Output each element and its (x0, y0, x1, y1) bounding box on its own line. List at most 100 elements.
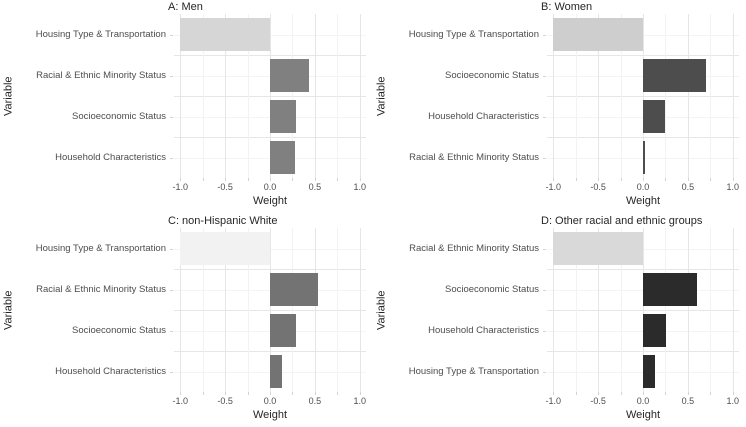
gridline-vertical (553, 228, 555, 392)
gridline-vertical (247, 14, 249, 178)
gridline-vertical (620, 228, 622, 392)
gridline-vertical (643, 14, 644, 178)
gridline-vertical (687, 228, 689, 392)
gridline-vertical (732, 228, 734, 392)
x-tick-label: -1.0 (545, 396, 562, 406)
gridline-vertical (687, 14, 689, 178)
x-tick-label: 1.0 (353, 396, 366, 406)
y-axis-tick (543, 157, 546, 159)
panel-c-non-hispanic-white: C: non-Hispanic White Variable Weight Ho… (0, 214, 373, 427)
y-axis-tick (543, 34, 546, 36)
x-axis-tick (687, 178, 689, 181)
x-tick-label: 1.0 (726, 182, 739, 192)
x-axis-tick (247, 178, 249, 181)
x-axis-tick (270, 178, 271, 181)
x-axis-tick (359, 178, 361, 181)
x-axis-tick (314, 392, 316, 395)
x-axis-tick (180, 392, 182, 395)
x-axis-title: Weight (625, 195, 661, 207)
x-tick-label: 0.0 (263, 182, 277, 192)
x-tick-label: 0.5 (308, 396, 322, 406)
gridline-vertical (665, 228, 667, 392)
category-label: Housing Type & Transportation (35, 28, 166, 40)
category-label: Socioeconomic Status (445, 69, 539, 81)
y-axis-tick (543, 75, 546, 77)
category-label: Household Characteristics (428, 110, 539, 122)
gridline-vertical (359, 228, 361, 392)
gridline-vertical (575, 14, 577, 178)
y-axis-tick (543, 330, 546, 332)
x-tick-label: -0.5 (590, 182, 606, 192)
gridline-vertical (643, 228, 644, 392)
panel-title: A: Men (168, 1, 203, 13)
gridline-vertical (710, 228, 712, 392)
x-axis-tick (270, 392, 271, 395)
gridline-vertical (359, 14, 361, 178)
x-axis-tick (598, 178, 600, 181)
category-label: Racial & Ethnic Minority Status (36, 283, 166, 295)
category-label: Housing Type & Transportation (408, 28, 539, 40)
x-tick-label: -1.0 (172, 182, 189, 192)
category-label: Household Characteristics (55, 365, 166, 377)
x-tick-label: -0.5 (590, 396, 606, 406)
x-tick-label: 0.0 (636, 396, 650, 406)
x-axis-tick (202, 392, 204, 395)
bar (270, 100, 297, 133)
bar (643, 314, 667, 347)
category-label: Racial & Ethnic Minority Status (36, 69, 166, 81)
bar (270, 355, 282, 388)
y-axis-tick (543, 289, 546, 291)
y-axis-tick (170, 75, 173, 77)
gridline-vertical (270, 14, 271, 178)
y-axis-tick (170, 157, 173, 159)
x-axis-tick (225, 178, 227, 181)
x-axis-tick (225, 392, 227, 395)
bar (270, 314, 297, 347)
gridline-vertical (620, 14, 622, 178)
x-axis-tick (643, 178, 644, 181)
x-axis-tick (314, 178, 316, 181)
category-label: Racial & Ethnic Minority Status (409, 151, 539, 163)
gridline-vertical (665, 14, 667, 178)
gridline-vertical (598, 228, 600, 392)
x-axis-tick (359, 392, 361, 395)
plot-area (174, 228, 366, 392)
x-tick-label: 0.5 (308, 182, 322, 192)
bar (643, 141, 645, 174)
x-tick-label: -0.5 (217, 396, 233, 406)
x-axis-tick (575, 178, 577, 181)
y-axis-tick (543, 248, 546, 250)
gridline-vertical (732, 14, 734, 178)
x-tick-label: 0.5 (681, 182, 695, 192)
gridline-vertical (292, 228, 294, 392)
plot-area (547, 14, 739, 178)
x-tick-label: 0.0 (263, 396, 277, 406)
x-tick-label: 0.5 (681, 396, 695, 406)
x-axis-tick (620, 392, 622, 395)
category-label: Socioeconomic Status (72, 110, 166, 122)
x-axis-tick (710, 392, 712, 395)
bar (553, 18, 643, 51)
x-axis-tick (598, 392, 600, 395)
gridline-vertical (180, 14, 182, 178)
x-axis-tick (620, 178, 622, 181)
category-label: Housing Type & Transportation (408, 365, 539, 377)
bar (643, 355, 655, 388)
category-label: Household Characteristics (55, 151, 166, 163)
y-axis-tick (543, 116, 546, 118)
y-axis-tick (170, 289, 173, 291)
x-tick-label: -1.0 (172, 396, 189, 406)
gridline-vertical (337, 228, 339, 392)
x-axis-title: Weight (625, 409, 661, 421)
panel-title: C: non-Hispanic White (168, 215, 278, 227)
gridline-vertical (553, 14, 555, 178)
bar (270, 59, 309, 92)
gridline-vertical (292, 14, 294, 178)
x-axis-tick (180, 178, 182, 181)
bar (180, 18, 270, 51)
x-axis-tick (337, 178, 339, 181)
y-axis-tick (543, 371, 546, 373)
y-axis-tick (170, 371, 173, 373)
gridline-vertical (710, 14, 712, 178)
